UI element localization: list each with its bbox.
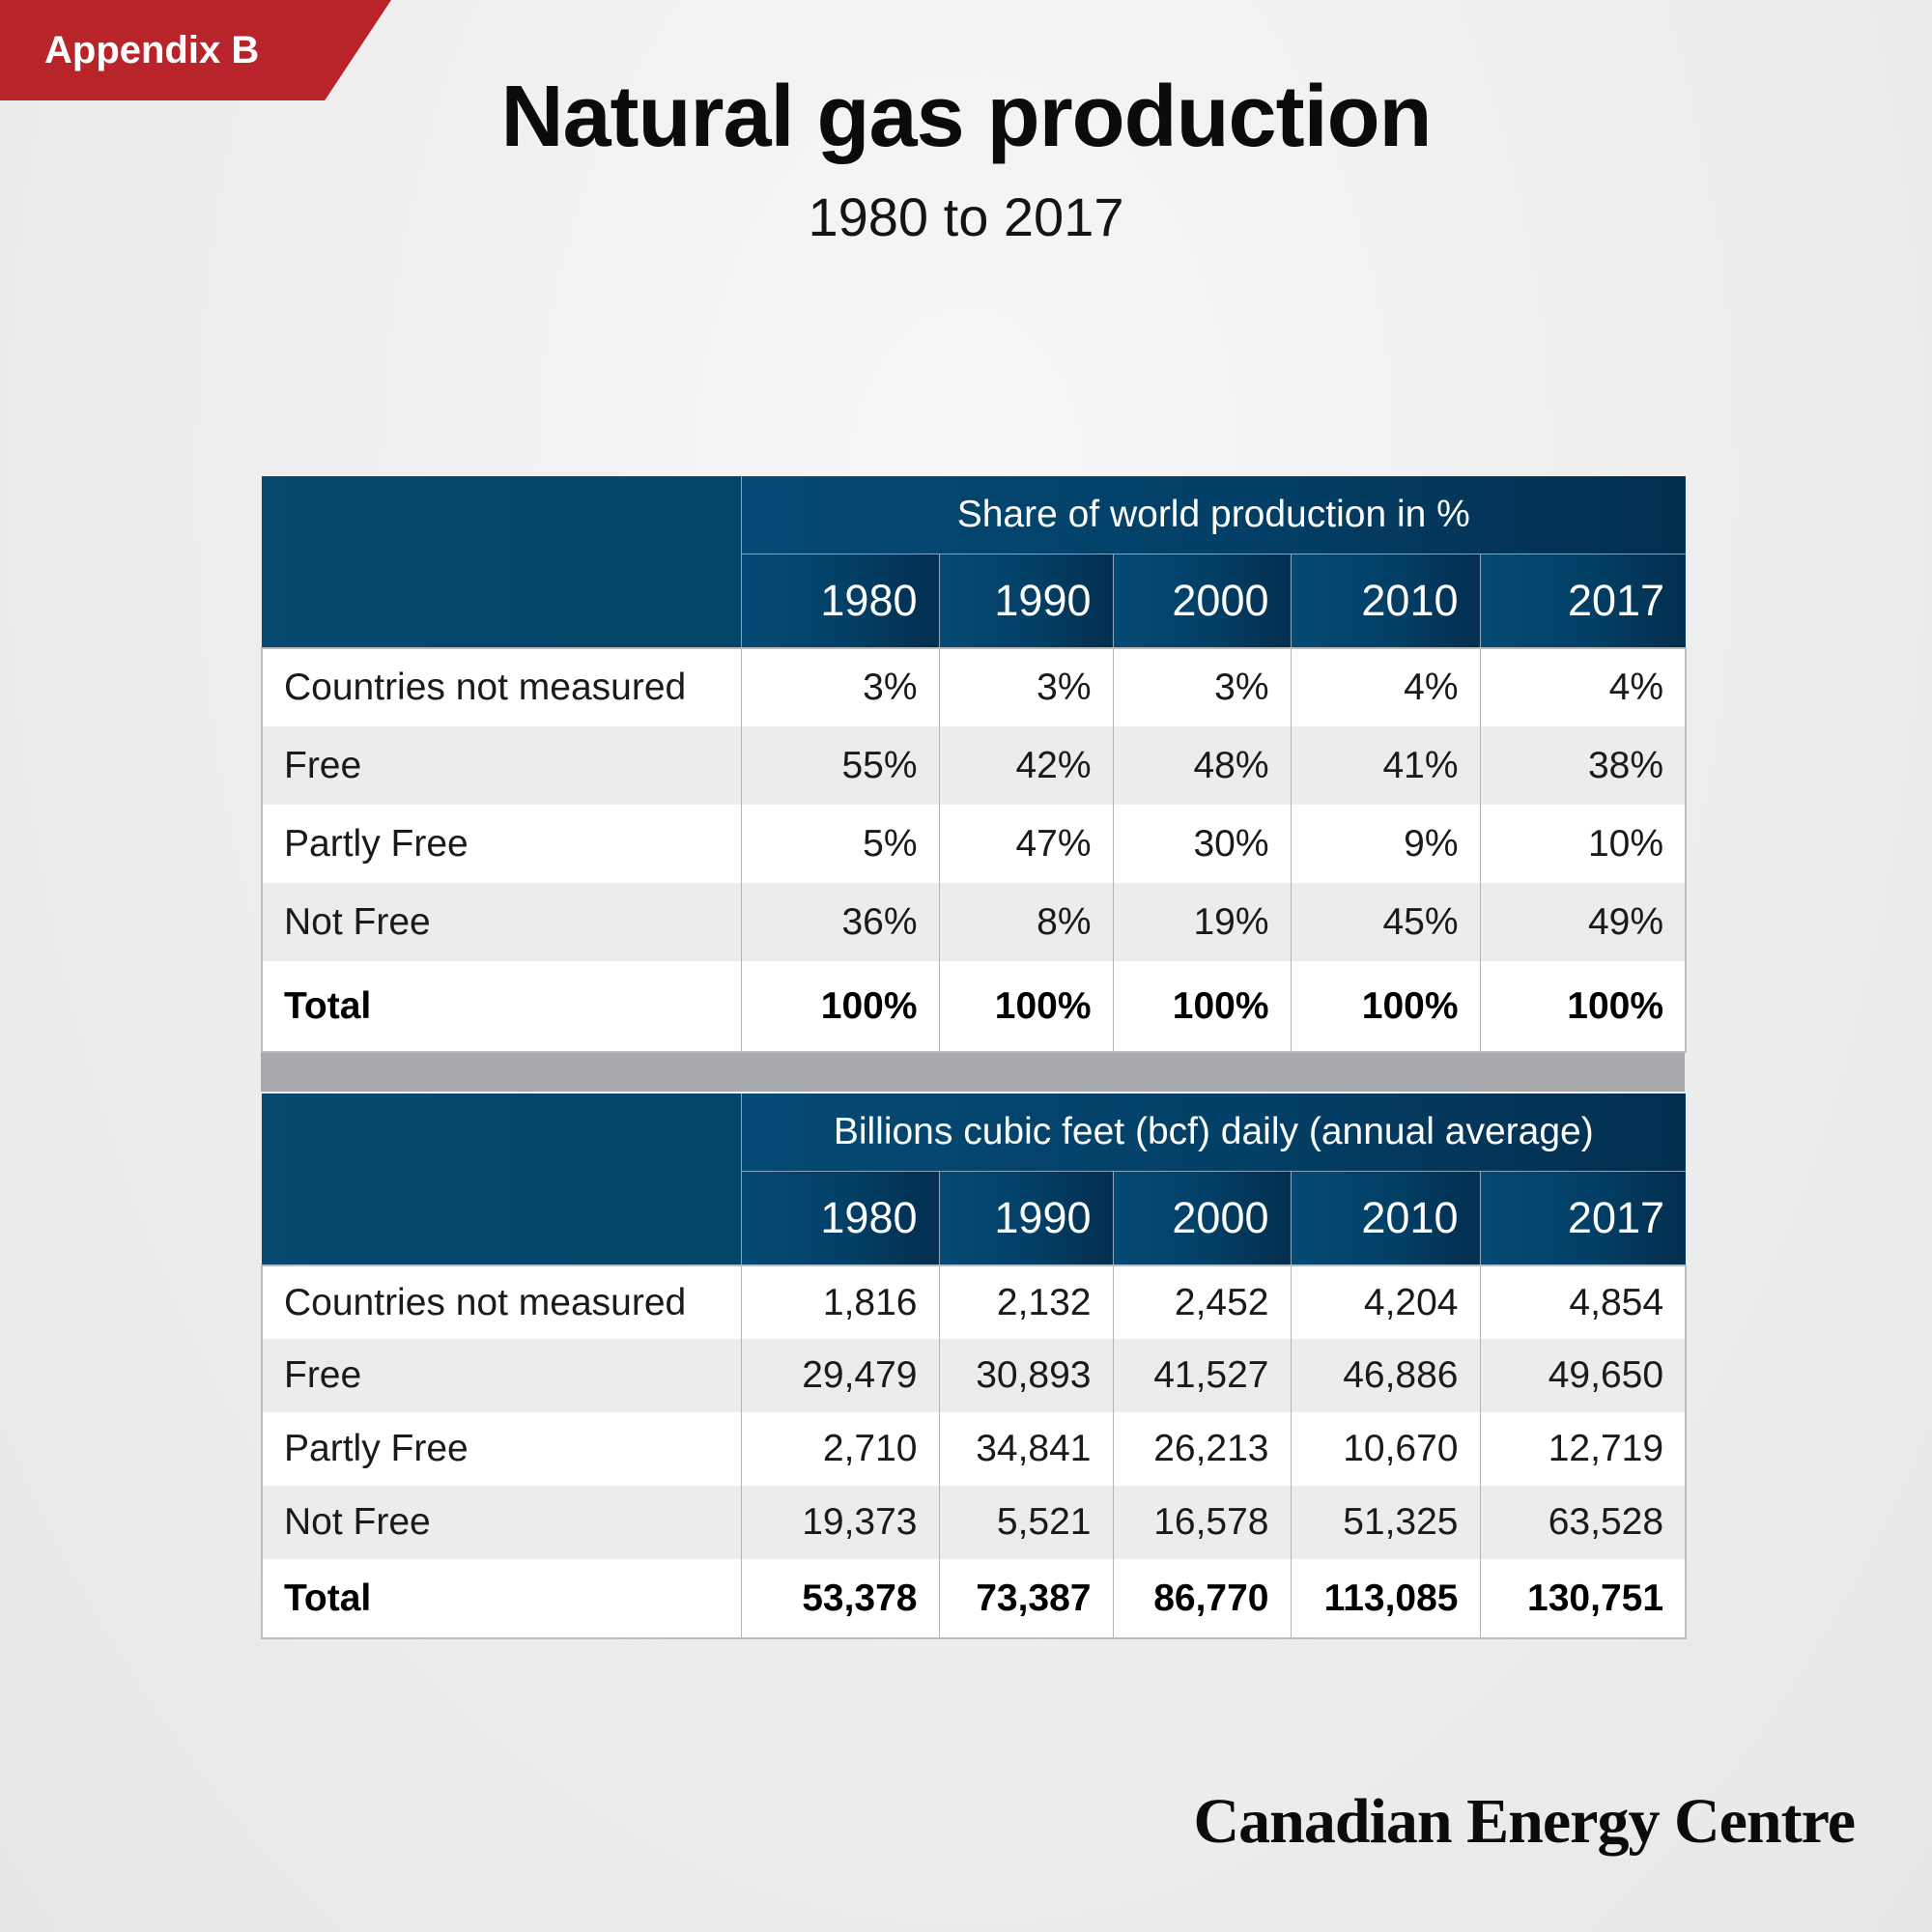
table-cell: 46,886 — [1290, 1339, 1480, 1412]
table-cell: 130,751 — [1479, 1559, 1687, 1638]
column-header-year: 1980 — [740, 1171, 939, 1265]
brand-logo: Canadian Energy Centre — [1193, 1786, 1856, 1857]
table-row: Countries not measured 1,816 2,132 2,452… — [261, 1265, 1687, 1339]
table-cell: 29,479 — [740, 1339, 939, 1412]
table-cell: 4,854 — [1479, 1265, 1687, 1339]
table-cell: 51,325 — [1290, 1486, 1480, 1559]
row-label: Free — [261, 726, 741, 805]
table-cell: 1,816 — [740, 1265, 939, 1339]
table-row: Free 29,479 30,893 41,527 46,886 49,650 — [261, 1339, 1687, 1412]
table-cell: 8% — [938, 883, 1113, 961]
table-row: Free 55% 42% 48% 41% 38% — [261, 726, 1687, 805]
table-cell: 19% — [1112, 883, 1291, 961]
table-cell: 3% — [740, 648, 939, 726]
row-label: Total — [261, 961, 741, 1052]
table-row-total: Total 53,378 73,387 86,770 113,085 130,7… — [261, 1559, 1687, 1638]
table-group-header: Share of world production in % — [740, 476, 1687, 554]
table-corner — [262, 476, 741, 648]
table-cell: 5,521 — [938, 1486, 1113, 1559]
appendix-tag: Appendix B — [0, 0, 391, 100]
table-cell: 10% — [1479, 805, 1687, 883]
table-cell: 12,719 — [1479, 1412, 1687, 1486]
row-label: Not Free — [261, 883, 741, 961]
table-cell: 100% — [740, 961, 939, 1052]
table-cell: 30% — [1112, 805, 1291, 883]
row-label: Partly Free — [261, 805, 741, 883]
table-cell: 63,528 — [1479, 1486, 1687, 1559]
table-row: Partly Free 2,710 34,841 26,213 10,670 1… — [261, 1412, 1687, 1486]
table-cell: 16,578 — [1112, 1486, 1291, 1559]
table-cell: 5% — [740, 805, 939, 883]
table-cell: 38% — [1479, 726, 1687, 805]
table-cell: 2,452 — [1112, 1265, 1291, 1339]
table-row: Partly Free 5% 47% 30% 9% 10% — [261, 805, 1687, 883]
table-cell: 2,132 — [938, 1265, 1113, 1339]
table-cell: 86,770 — [1112, 1559, 1291, 1638]
table-cell: 73,387 — [938, 1559, 1113, 1638]
table-cell: 9% — [1290, 805, 1480, 883]
table-group-header: Billions cubic feet (bcf) daily (annual … — [740, 1094, 1687, 1172]
row-label: Partly Free — [261, 1412, 741, 1486]
row-label: Not Free — [261, 1486, 741, 1559]
row-label: Countries not measured — [261, 1265, 741, 1339]
table-cell: 3% — [1112, 648, 1291, 726]
table-cell: 4% — [1479, 648, 1687, 726]
table-cell: 2,710 — [740, 1412, 939, 1486]
column-header-year: 2000 — [1112, 1171, 1291, 1265]
page-subtitle: 1980 to 2017 — [808, 186, 1124, 247]
table-cell: 49% — [1479, 883, 1687, 961]
table-cell: 48% — [1112, 726, 1291, 805]
table-cell: 41,527 — [1112, 1339, 1291, 1412]
table-cell: 55% — [740, 726, 939, 805]
table-separator — [261, 1053, 1685, 1092]
table-cell: 113,085 — [1290, 1559, 1480, 1638]
table-cell: 3% — [938, 648, 1113, 726]
table-row: Not Free 19,373 5,521 16,578 51,325 63,5… — [261, 1486, 1687, 1559]
table-row: Countries not measured 3% 3% 3% 4% 4% — [261, 648, 1687, 726]
row-label: Countries not measured — [261, 648, 741, 726]
column-header-year: 1990 — [938, 1171, 1113, 1265]
column-header-year: 2000 — [1112, 554, 1291, 648]
row-label: Free — [261, 1339, 741, 1412]
column-header-year: 1990 — [938, 554, 1113, 648]
table-cell: 53,378 — [740, 1559, 939, 1638]
table-cell: 4,204 — [1290, 1265, 1480, 1339]
table-cell: 42% — [938, 726, 1113, 805]
table-cell: 100% — [1112, 961, 1291, 1052]
table-cell: 100% — [1290, 961, 1480, 1052]
column-header-year: 2017 — [1479, 1171, 1687, 1265]
table-cell: 36% — [740, 883, 939, 961]
page-title: Natural gas production — [500, 69, 1432, 165]
table-cell: 4% — [1290, 648, 1480, 726]
table-cell: 47% — [938, 805, 1113, 883]
row-label: Total — [261, 1559, 741, 1638]
column-header-year: 2017 — [1479, 554, 1687, 648]
table-cell: 100% — [1479, 961, 1687, 1052]
table-cell: 100% — [938, 961, 1113, 1052]
column-header-year: 1980 — [740, 554, 939, 648]
table-cell: 30,893 — [938, 1339, 1113, 1412]
table-cell: 19,373 — [740, 1486, 939, 1559]
share-table: Share of world production in % 1980 1990… — [261, 476, 1687, 1053]
table-cell: 45% — [1290, 883, 1480, 961]
table-row: Not Free 36% 8% 19% 45% 49% — [261, 883, 1687, 961]
table-row-total: Total 100% 100% 100% 100% 100% — [261, 961, 1687, 1052]
table-corner — [262, 1094, 741, 1265]
table-cell: 34,841 — [938, 1412, 1113, 1486]
column-header-year: 2010 — [1290, 554, 1480, 648]
table-cell: 49,650 — [1479, 1339, 1687, 1412]
table-cell: 41% — [1290, 726, 1480, 805]
table-cell: 10,670 — [1290, 1412, 1480, 1486]
volume-table: Billions cubic feet (bcf) daily (annual … — [261, 1094, 1687, 1639]
column-header-year: 2010 — [1290, 1171, 1480, 1265]
table-cell: 26,213 — [1112, 1412, 1291, 1486]
